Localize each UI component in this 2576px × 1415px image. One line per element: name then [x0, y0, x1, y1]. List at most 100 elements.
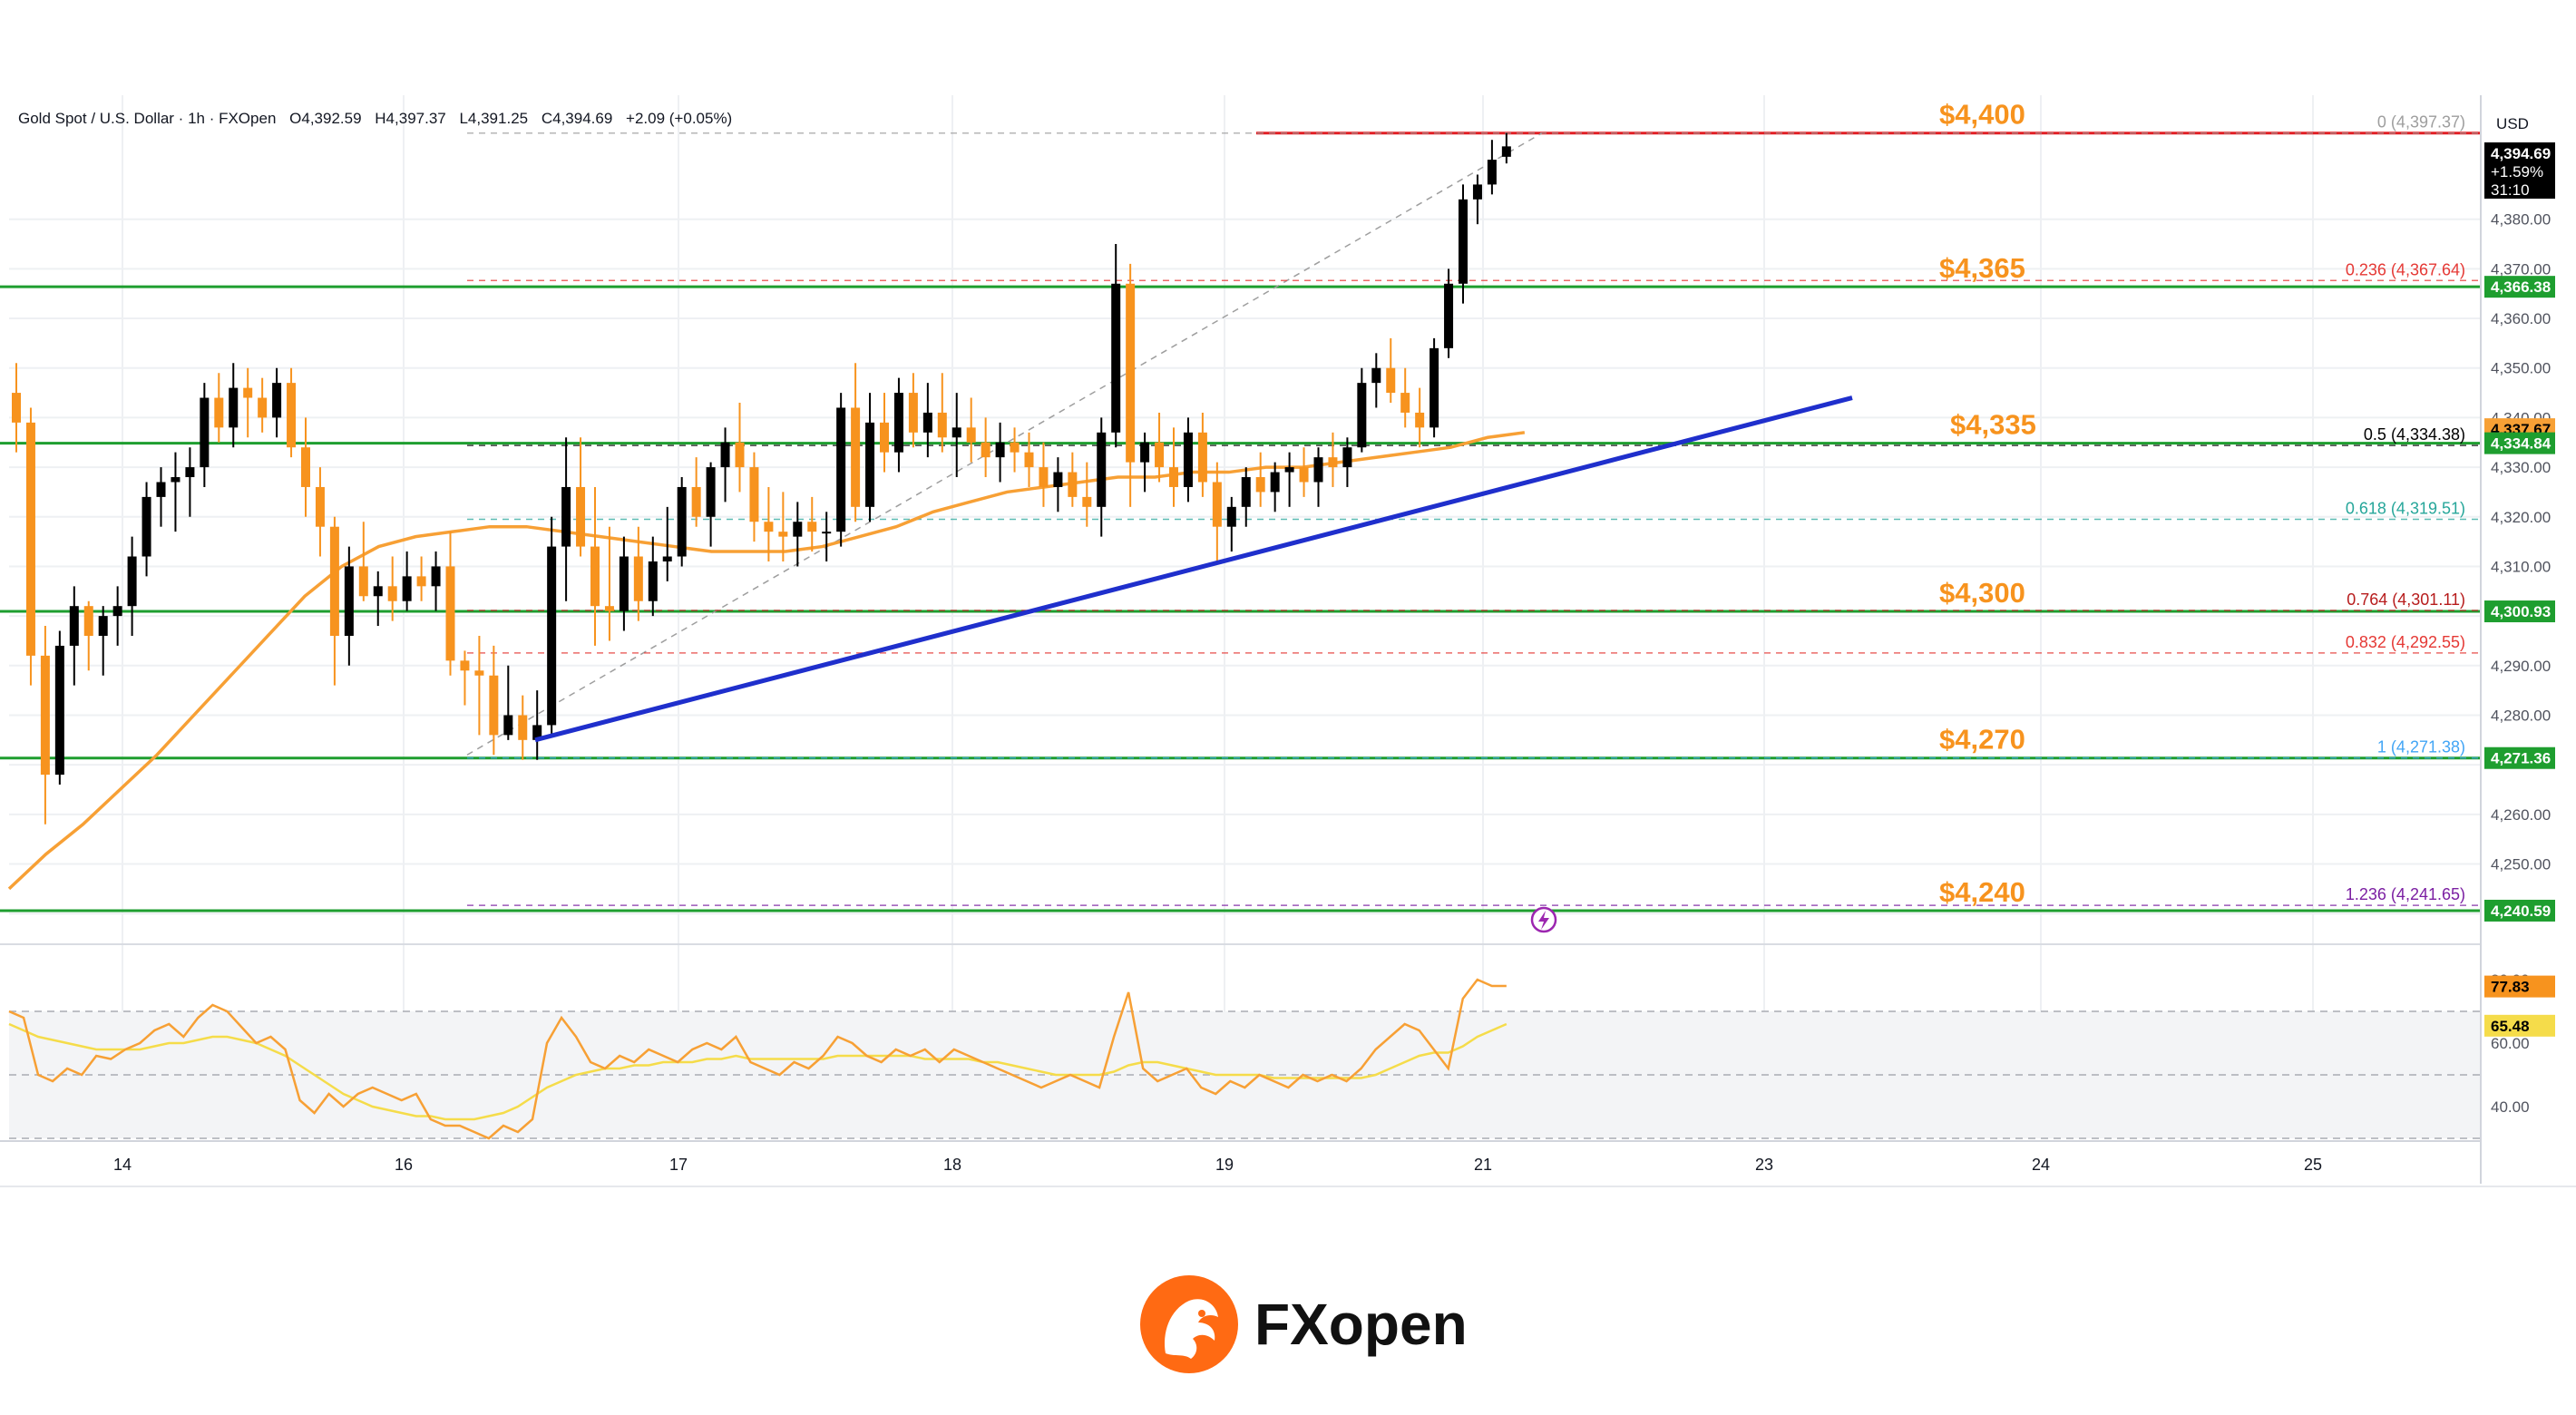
candle-body — [503, 715, 513, 736]
line-badge: 4,240.59 — [2491, 903, 2551, 920]
candle-body — [1342, 447, 1352, 468]
candle-body — [156, 482, 166, 497]
candle-body — [1197, 432, 1207, 483]
candle-body — [214, 397, 224, 428]
candle-body — [489, 675, 499, 736]
candle-body — [532, 725, 542, 740]
candle-body — [778, 532, 788, 537]
ma-line — [7, 431, 1526, 891]
candle-body — [1284, 467, 1294, 473]
currency-label: USD — [2496, 115, 2529, 132]
candle-body — [836, 407, 846, 532]
price-tick: 4,350.00 — [2491, 360, 2551, 377]
line-badge-bg — [2484, 899, 2555, 922]
candle-body — [547, 546, 557, 726]
candle-body — [1487, 160, 1497, 185]
candle-body — [590, 546, 600, 607]
ohlc-low: L4,391.25 — [459, 110, 528, 127]
level-label: $4,300 — [1939, 577, 2025, 609]
grid — [0, 95, 2481, 1138]
candle-body — [1024, 452, 1034, 468]
candle-body — [793, 522, 803, 537]
price-tick: 4,360.00 — [2491, 310, 2551, 327]
price-tick: 4,370.00 — [2491, 260, 2551, 278]
lion-icon — [1140, 1275, 1238, 1373]
candle-body — [648, 561, 658, 601]
candle-body — [908, 393, 918, 433]
candle-body — [604, 606, 614, 611]
candle-body — [301, 447, 310, 487]
time-tick: 14 — [113, 1156, 132, 1174]
candle-body — [865, 422, 875, 507]
level-label: $4,335 — [1950, 409, 2036, 441]
candle-body — [691, 486, 701, 517]
candle-body — [1328, 457, 1338, 468]
candle-body — [83, 606, 93, 636]
rsi-badge-bg — [2484, 975, 2555, 998]
trendline-line — [534, 395, 1853, 743]
time-tick: 17 — [669, 1156, 688, 1174]
time-tick: 21 — [1474, 1156, 1492, 1174]
time-tick: 18 — [943, 1156, 961, 1174]
candle-body — [1255, 477, 1265, 493]
candle-body — [1155, 442, 1165, 468]
chart[interactable]: $4,400 $4,365 $4,335 $4,300 $4,270 $4,240 0 (… — [0, 0, 2576, 1188]
candle-body — [1415, 412, 1425, 428]
price-tick: 4,330.00 — [2491, 459, 2551, 476]
candle-body — [344, 566, 354, 636]
fib-label: 1 (4,271.38) — [2377, 738, 2465, 756]
line-badge-bg — [2484, 600, 2555, 623]
candle-body — [677, 486, 687, 557]
candle-body — [981, 442, 990, 458]
candle-body — [1212, 482, 1222, 527]
candle-body — [922, 412, 932, 433]
lightning-icon[interactable] — [1530, 906, 1557, 933]
candle-body — [287, 383, 297, 448]
candle-body — [1371, 367, 1381, 384]
candle-body — [1501, 146, 1511, 157]
rsi-line — [8, 978, 1507, 1140]
line-badge: 4,366.38 — [2491, 278, 2551, 296]
price-axis: USD4,380.004,370.004,360.004,350.004,340… — [2480, 95, 2555, 1184]
chart-background — [0, 0, 2576, 1188]
candle-body — [54, 645, 64, 776]
price-badge-bg — [2484, 142, 2555, 199]
candle-body — [445, 566, 455, 661]
price-tick: 4,280.00 — [2491, 707, 2551, 724]
rsi-tick: 60.00 — [2491, 1035, 2530, 1052]
level-label: $4,365 — [1939, 252, 2025, 284]
candle-body — [387, 586, 397, 601]
candle-body — [1270, 472, 1280, 493]
fib-label: 0.5 (4,334.38) — [2364, 425, 2465, 444]
candle-body — [1226, 506, 1236, 527]
candle-body — [1400, 393, 1410, 413]
line-badge: 4,300.93 — [2491, 603, 2551, 620]
candle-body — [1169, 467, 1178, 487]
candle-body — [112, 606, 122, 617]
line-badge: 4,334.84 — [2491, 435, 2552, 453]
fib-label: 1.236 (4,241.65) — [2346, 885, 2465, 903]
symbol-title: Gold Spot / U.S. Dollar · 1h · FXOpen — [18, 110, 276, 127]
price-badge-value: 4,394.69 — [2491, 145, 2551, 162]
rsi-ma-badge-bg — [2484, 1014, 2555, 1037]
chart-header: Gold Spot / U.S. Dollar · 1h · FXOpen O4… — [18, 110, 732, 127]
fib-label: 0.236 (4,367.64) — [2346, 260, 2465, 278]
candle-body — [576, 486, 586, 547]
price-badge-timer: 31:10 — [2491, 181, 2530, 199]
rsi-tick: 40.00 — [2491, 1098, 2530, 1116]
candle-body — [1472, 184, 1482, 200]
candle-body — [1313, 457, 1323, 483]
candle-body — [474, 670, 484, 676]
candle-body — [12, 393, 21, 423]
candle-body — [329, 526, 339, 636]
candle-body — [25, 422, 35, 656]
candle-body — [141, 496, 151, 557]
candle-body — [720, 442, 730, 468]
candle-body — [40, 655, 50, 776]
ohlc-close: C4,394.69 — [542, 110, 612, 127]
candle-body — [1357, 383, 1367, 448]
line-badge-bg — [2484, 747, 2555, 769]
candle-body — [229, 387, 239, 428]
candle-body — [1010, 442, 1020, 453]
level-label: $4,270 — [1939, 724, 2025, 756]
